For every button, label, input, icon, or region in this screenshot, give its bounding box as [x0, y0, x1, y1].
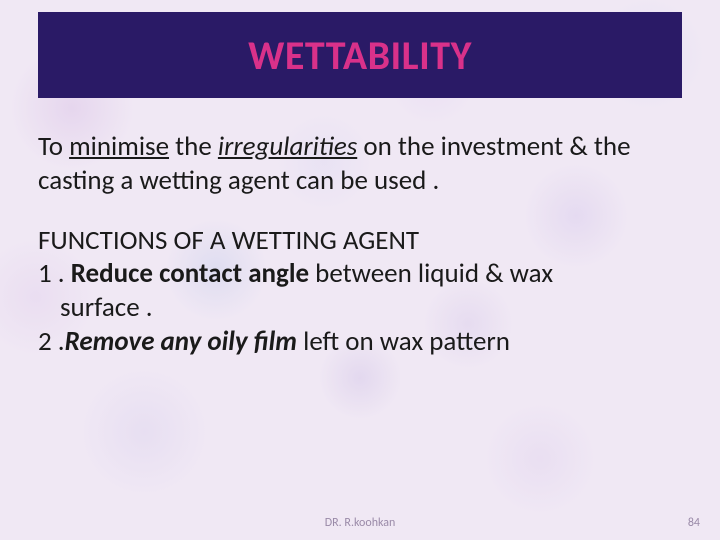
functions-heading: FUNCTIONS OF A WETTING AGENT	[38, 224, 686, 258]
function-1-line2-text: surface .	[38, 291, 686, 325]
function-1-num: 1 .	[38, 257, 71, 290]
slide-title: WETTABILITY	[248, 31, 472, 80]
title-box: WETTABILITY	[38, 12, 682, 98]
body-content: To minimise the irregularities on the in…	[38, 130, 686, 359]
function-1-bold: Reduce contact angle	[71, 257, 309, 290]
intro-pre: To	[38, 130, 69, 163]
function-1-line2: surface .	[38, 291, 686, 325]
intro-irregularities: irregularities	[218, 130, 357, 163]
function-2-bold: Remove any oily film	[65, 325, 297, 358]
function-1-line1: 1 . Reduce contact angle between liquid …	[38, 257, 686, 291]
function-2-rest: left on wax pattern	[297, 325, 510, 358]
footer-author: DR. R.koohkan	[0, 516, 720, 530]
slide: WETTABILITY To minimise the irregulariti…	[0, 0, 720, 540]
page-number: 84	[688, 516, 700, 530]
intro-minimise: minimise	[69, 130, 169, 163]
function-1-rest: between liquid & wax	[309, 257, 553, 290]
intro-mid: the	[169, 130, 218, 163]
function-2-num: 2 .	[38, 325, 65, 358]
function-2: 2 .Remove any oily film left on wax patt…	[38, 325, 686, 359]
intro-paragraph: To minimise the irregularities on the in…	[38, 130, 686, 198]
